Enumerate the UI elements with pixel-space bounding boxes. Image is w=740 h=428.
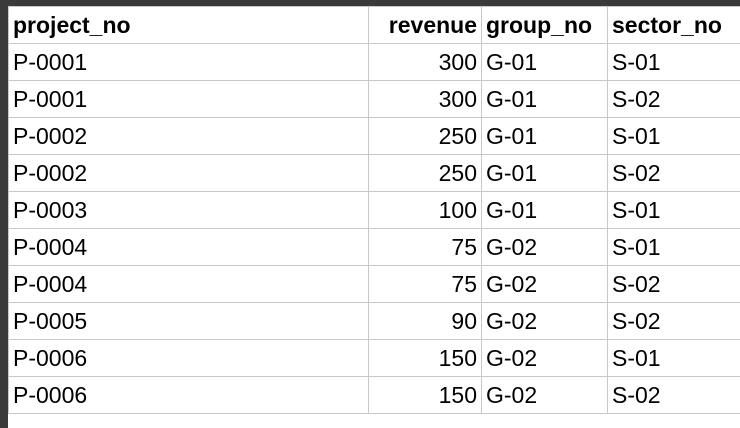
cell[interactable]: S-01 — [607, 117, 740, 155]
cell[interactable]: S-02 — [607, 265, 740, 303]
cell[interactable]: S-01 — [607, 339, 740, 377]
cell[interactable]: 300 — [368, 80, 482, 118]
cell[interactable]: G-02 — [481, 339, 608, 377]
cell[interactable]: G-01 — [481, 80, 608, 118]
header-cell[interactable]: revenue — [368, 6, 482, 44]
table-row: P-0005 90 G-02 S-02 — [8, 302, 740, 340]
cell[interactable]: P-0002 — [8, 154, 369, 192]
cell[interactable]: G-02 — [481, 228, 608, 266]
header-cell[interactable]: project_no — [8, 6, 369, 44]
cell[interactable]: P-0004 — [8, 265, 369, 303]
cell[interactable]: G-02 — [481, 376, 608, 414]
cell[interactable]: 90 — [368, 302, 482, 340]
cell[interactable]: G-01 — [481, 154, 608, 192]
cell[interactable]: G-02 — [481, 265, 608, 303]
cell[interactable]: P-0004 — [8, 228, 369, 266]
cell[interactable]: P-0006 — [8, 376, 369, 414]
table-row: P-0002 250 G-01 S-02 — [8, 154, 740, 192]
table-row: P-0002 250 G-01 S-01 — [8, 117, 740, 155]
cell[interactable]: 150 — [368, 376, 482, 414]
cell[interactable]: P-0003 — [8, 191, 369, 229]
table-row: P-0006 150 G-02 S-02 — [8, 376, 740, 414]
cell[interactable]: S-02 — [607, 154, 740, 192]
header-cell[interactable]: group_no — [481, 6, 608, 44]
cell[interactable]: 250 — [368, 117, 482, 155]
cell[interactable]: 150 — [368, 339, 482, 377]
table-row: P-0004 75 G-02 S-01 — [8, 228, 740, 266]
cell[interactable]: 75 — [368, 228, 482, 266]
cell[interactable]: G-01 — [481, 43, 608, 81]
cell[interactable]: P-0006 — [8, 339, 369, 377]
cell[interactable]: G-02 — [481, 302, 608, 340]
cell[interactable]: S-02 — [607, 302, 740, 340]
table-row: P-0001 300 G-01 S-01 — [8, 43, 740, 81]
table-row: P-0004 75 G-02 S-02 — [8, 265, 740, 303]
cell[interactable]: 75 — [368, 265, 482, 303]
cell[interactable]: P-0001 — [8, 43, 369, 81]
cell[interactable]: S-01 — [607, 191, 740, 229]
table-row: P-0003 100 G-01 S-01 — [8, 191, 740, 229]
data-table: project_no revenue group_no sector_no P-000… — [8, 6, 740, 414]
header-cell[interactable]: sector_no — [607, 6, 740, 44]
cell[interactable]: S-01 — [607, 228, 740, 266]
cell[interactable]: 250 — [368, 154, 482, 192]
cell[interactable]: S-02 — [607, 376, 740, 414]
header-row: project_no revenue group_no sector_no — [8, 6, 740, 44]
table-row: P-0001 300 G-01 S-02 — [8, 80, 740, 118]
cell[interactable]: 300 — [368, 43, 482, 81]
cell[interactable]: P-0002 — [8, 117, 369, 155]
cell[interactable]: G-01 — [481, 191, 608, 229]
cell[interactable]: 100 — [368, 191, 482, 229]
cell[interactable]: S-01 — [607, 43, 740, 81]
cell[interactable]: P-0005 — [8, 302, 369, 340]
table-row: P-0006 150 G-02 S-01 — [8, 339, 740, 377]
cell[interactable]: P-0001 — [8, 80, 369, 118]
cell[interactable]: G-01 — [481, 117, 608, 155]
cell[interactable]: S-02 — [607, 80, 740, 118]
